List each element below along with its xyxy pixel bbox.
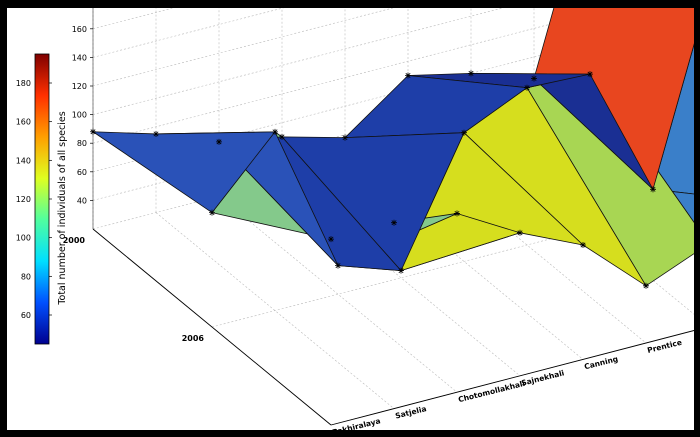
year-tick-label: 2000: [63, 236, 86, 245]
year-tick-label: 2006: [182, 334, 205, 343]
colorbar-tick-label: 80: [21, 272, 31, 281]
colorbar: 60 80 100 120 140 160 180: [16, 53, 52, 345]
z-tick-label: 120: [72, 82, 87, 91]
colorbar-tick-label: 60: [21, 311, 31, 320]
site-tick-label: Satjelia: [394, 404, 427, 420]
data-point: [90, 128, 96, 135]
site-gridline-floor: [407, 146, 647, 344]
site-gridline-floor: [281, 179, 521, 377]
colorbar-tick-label: 100: [16, 234, 31, 243]
z-tick-label: 80: [77, 139, 87, 148]
z-tick-label: 100: [72, 111, 87, 120]
colorbar-tick-label: 120: [16, 195, 31, 204]
data-point: [531, 75, 537, 82]
data-point: [580, 242, 586, 248]
data-point: [468, 70, 474, 77]
data-point: [643, 282, 649, 289]
z-gridline-back: [92, 8, 284, 58]
site-gridline-floor: [470, 130, 694, 315]
year-axis-line: [92, 228, 332, 426]
site-tick-label: Prentice: [646, 338, 682, 355]
data-point: [153, 130, 159, 137]
site-gridline-floor: [344, 163, 584, 360]
data-point: [461, 129, 467, 136]
data-point: [342, 134, 348, 141]
data-point: [454, 210, 460, 217]
site-tick-label: Sajnekhali: [520, 368, 565, 387]
data-point: [209, 209, 215, 216]
surface-chart: 406080100120140160180200200020062012Pakh…: [16, 8, 694, 430]
data-point: [405, 72, 411, 79]
data-point: [650, 186, 656, 193]
site-gridline-floor: [218, 195, 458, 393]
data-point: [517, 229, 523, 236]
z-tick-label: 160: [72, 25, 87, 34]
z-gridline-back: [92, 8, 394, 87]
data-point: [328, 236, 334, 243]
data-point: [524, 84, 530, 91]
z-axis-label: Total number of individuals of all speci…: [57, 111, 68, 305]
colorbar-tick-label: 140: [16, 156, 31, 165]
data-point: [272, 128, 278, 135]
colorbar-tick-label: 180: [16, 79, 31, 88]
colorbar-tick-label: 160: [16, 118, 31, 127]
z-tick-label: 40: [77, 196, 87, 205]
data-point: [587, 71, 593, 78]
data-point: [398, 267, 404, 274]
data-point: [216, 138, 222, 145]
data-point: [335, 262, 341, 269]
site-tick-label: Chotomollakhali: [457, 379, 526, 404]
data-point: [391, 219, 397, 226]
site-tick-label: Canning: [583, 354, 619, 371]
year-gridline-floor: [330, 330, 694, 426]
surface-faces: [92, 8, 694, 287]
site-axis-line: [330, 330, 694, 426]
data-point: [279, 133, 285, 140]
colorbar-scale: [34, 53, 50, 345]
chart-frame: 406080100120140160180200200020062012Pakh…: [6, 7, 695, 431]
z-gridline-back: [92, 8, 504, 115]
z-tick-label: 60: [77, 168, 87, 177]
z-tick-label: 140: [72, 53, 87, 62]
data-markers: [90, 70, 656, 289]
site-gridline-floor: [155, 212, 395, 409]
